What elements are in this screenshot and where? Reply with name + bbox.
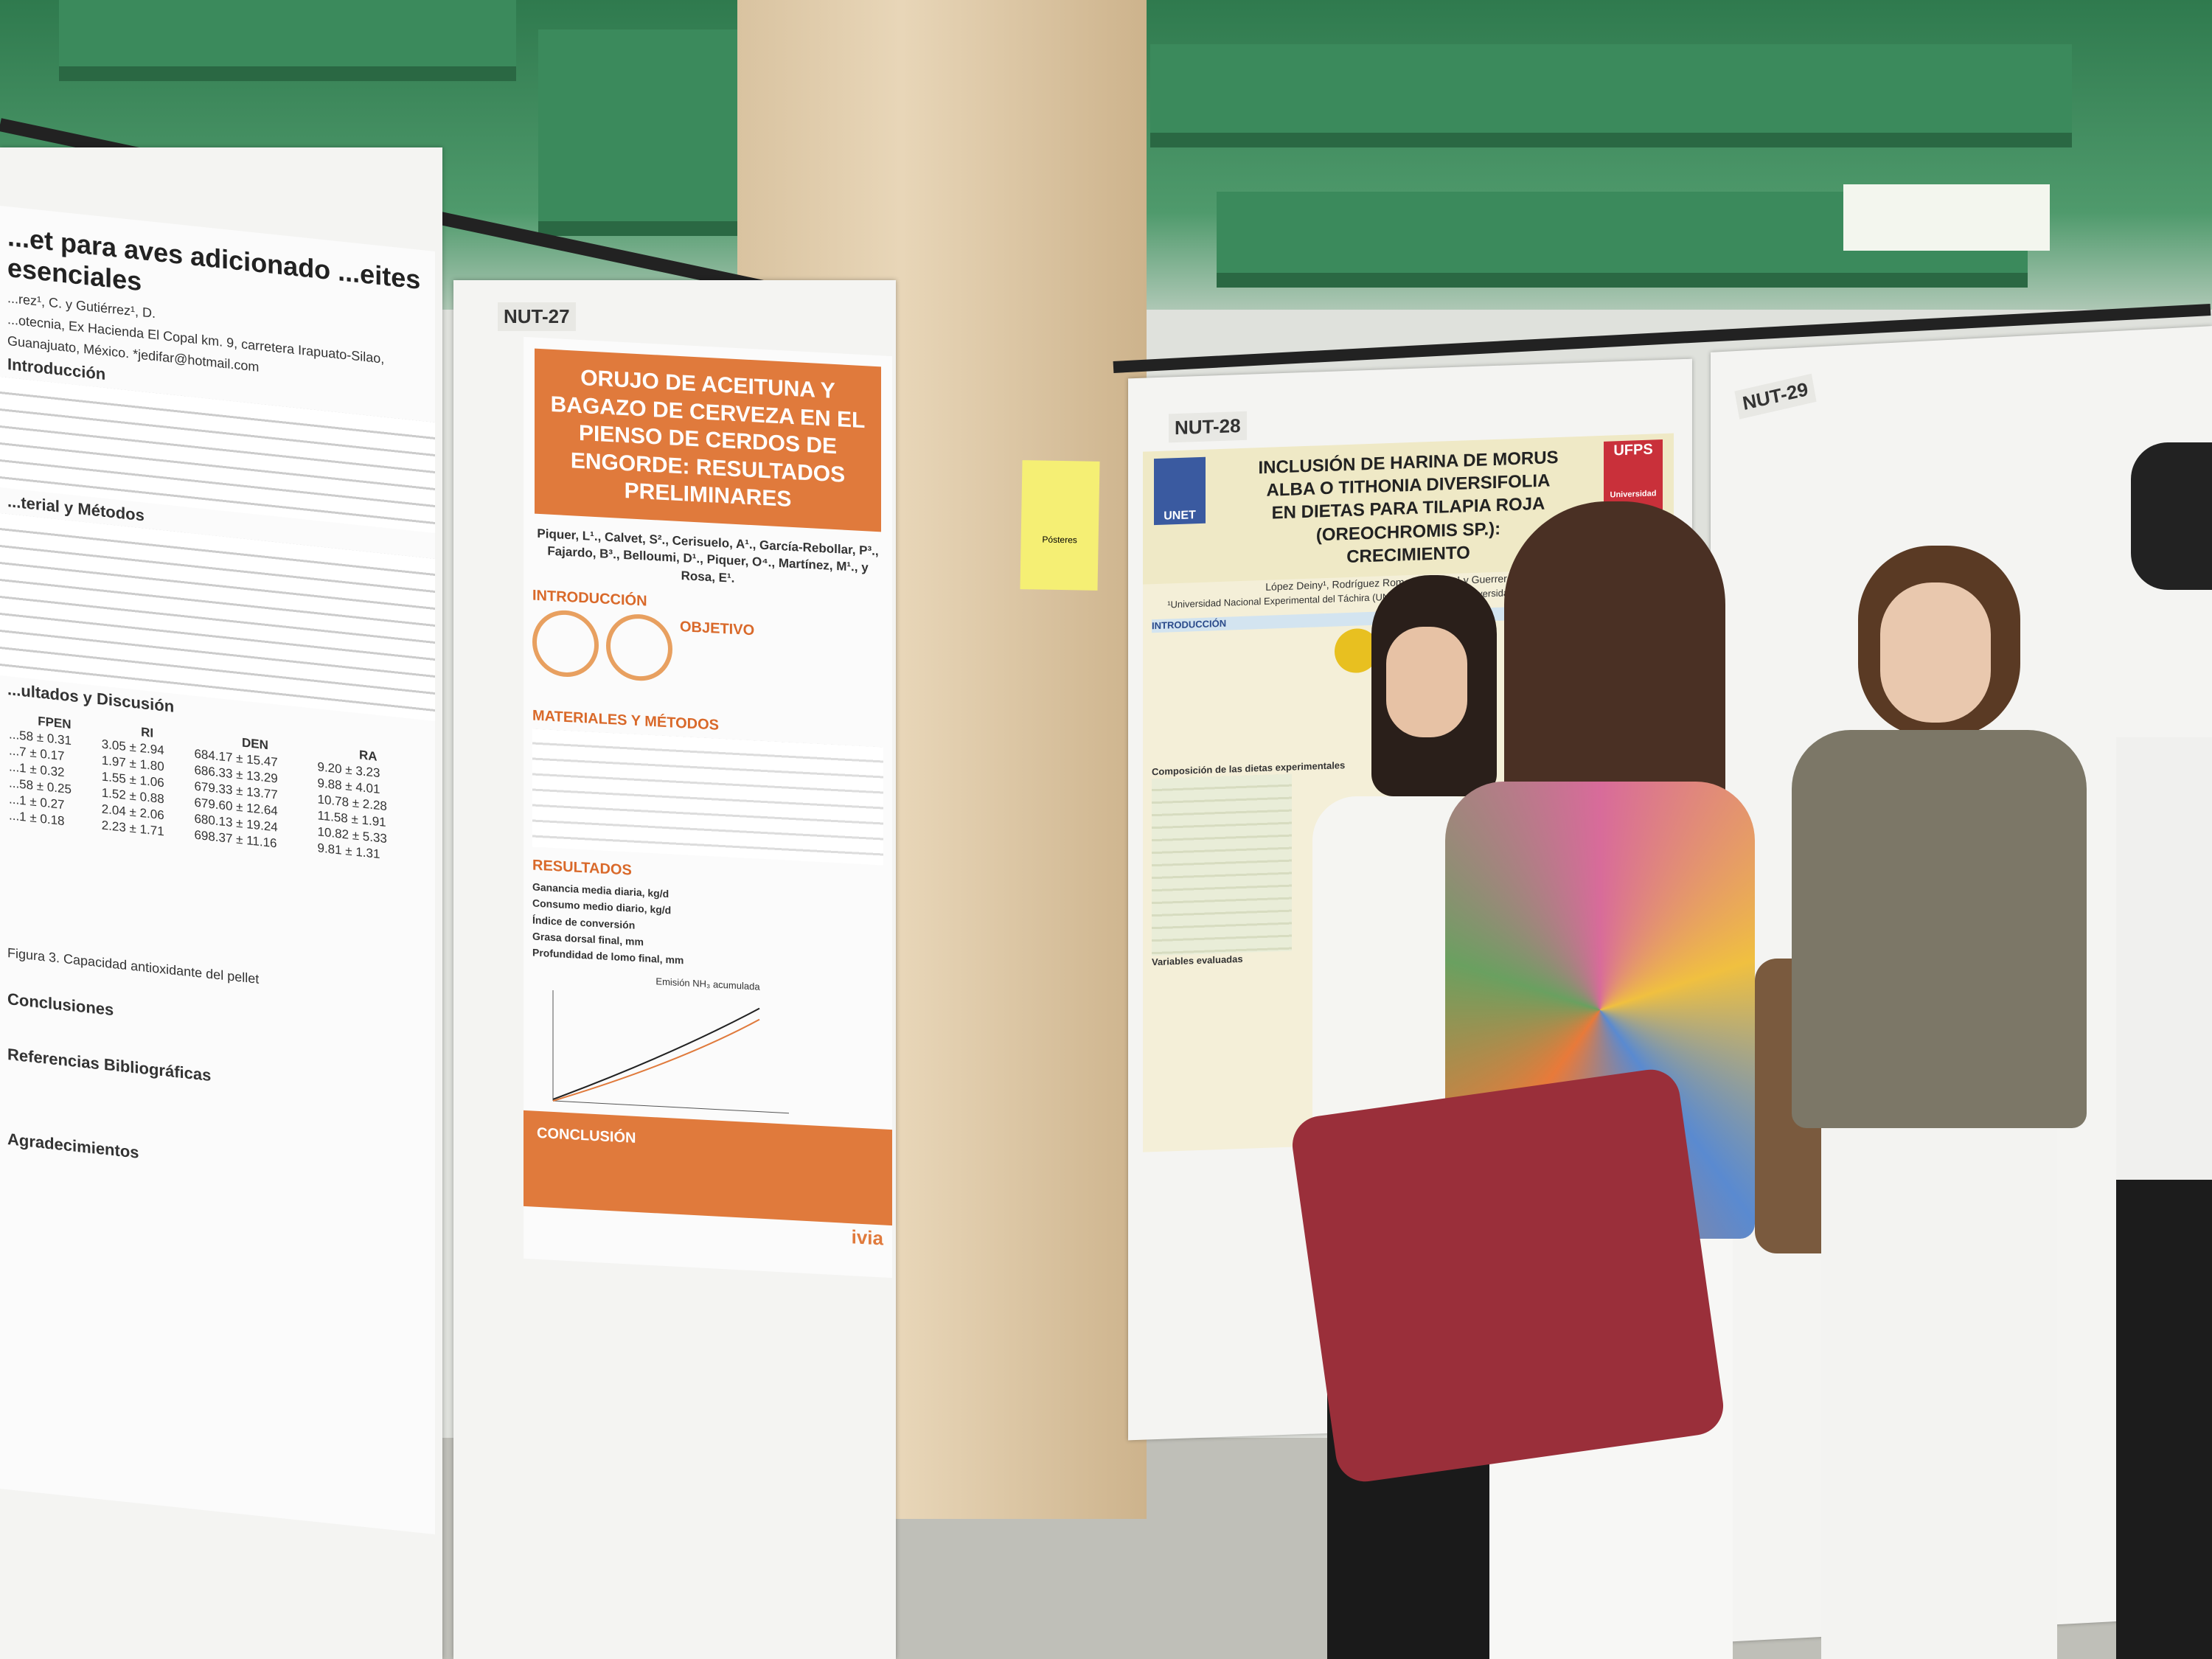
poster-board-nut-27: NUT-27 ORUJO DE ACEITUNA Y BAGAZO DE CER… [453,280,896,1659]
person-partial-right [2116,442,2212,1659]
series-line [552,1018,760,1102]
board-tag: NUT-29 [1734,373,1817,420]
poster-left: ...et para aves adicionado ...eites esen… [0,205,435,1535]
logo-text: UFPS [1613,441,1653,459]
intro-diagram: OBJETIVO [532,608,883,715]
board-tag: NUT-27 [498,302,576,331]
ceiling-beam [59,0,516,66]
person-woman-glasses [1777,546,2087,1659]
conclusion-box: CONCLUSIÓN [524,1110,892,1226]
ceiling-beam [1150,44,2072,133]
poster-board-left: ...et para aves adicionado ...eites esen… [0,147,442,1659]
poster-nut-27: ORUJO DE ACEITUNA Y BAGAZO DE CERVEZA EN… [524,336,892,1279]
section-heading: OBJETIVO [680,618,755,639]
ceiling-light [1843,184,2050,251]
section-heading: Referencias Bibliográficas [7,1044,212,1085]
board-tag: NUT-28 [1169,411,1247,443]
sticky-note: Pósteres [1020,460,1100,591]
unet-logo: UNET [1154,456,1206,526]
logo-subtext: Universidad [1610,489,1657,500]
note-text: Pósteres [1042,534,1077,546]
axis [553,1100,789,1114]
section-heading: Agradecimientos [7,1130,139,1162]
ceiling-beam [538,29,759,221]
series-line [552,1007,760,1100]
methods-text [532,728,883,866]
red-jacket [1288,1065,1728,1486]
person-woman-patterned-blouse [1288,501,1888,1659]
emission-chart [552,990,789,1114]
poster-authors: Piquer, L¹., Calvet, S²., Cerisuelo, A¹.… [537,526,879,586]
poster-title: ORUJO DE ACEITUNA Y BAGAZO DE CERVEZA EN… [535,348,881,532]
section-heading: CONCLUSIÓN [537,1124,636,1147]
